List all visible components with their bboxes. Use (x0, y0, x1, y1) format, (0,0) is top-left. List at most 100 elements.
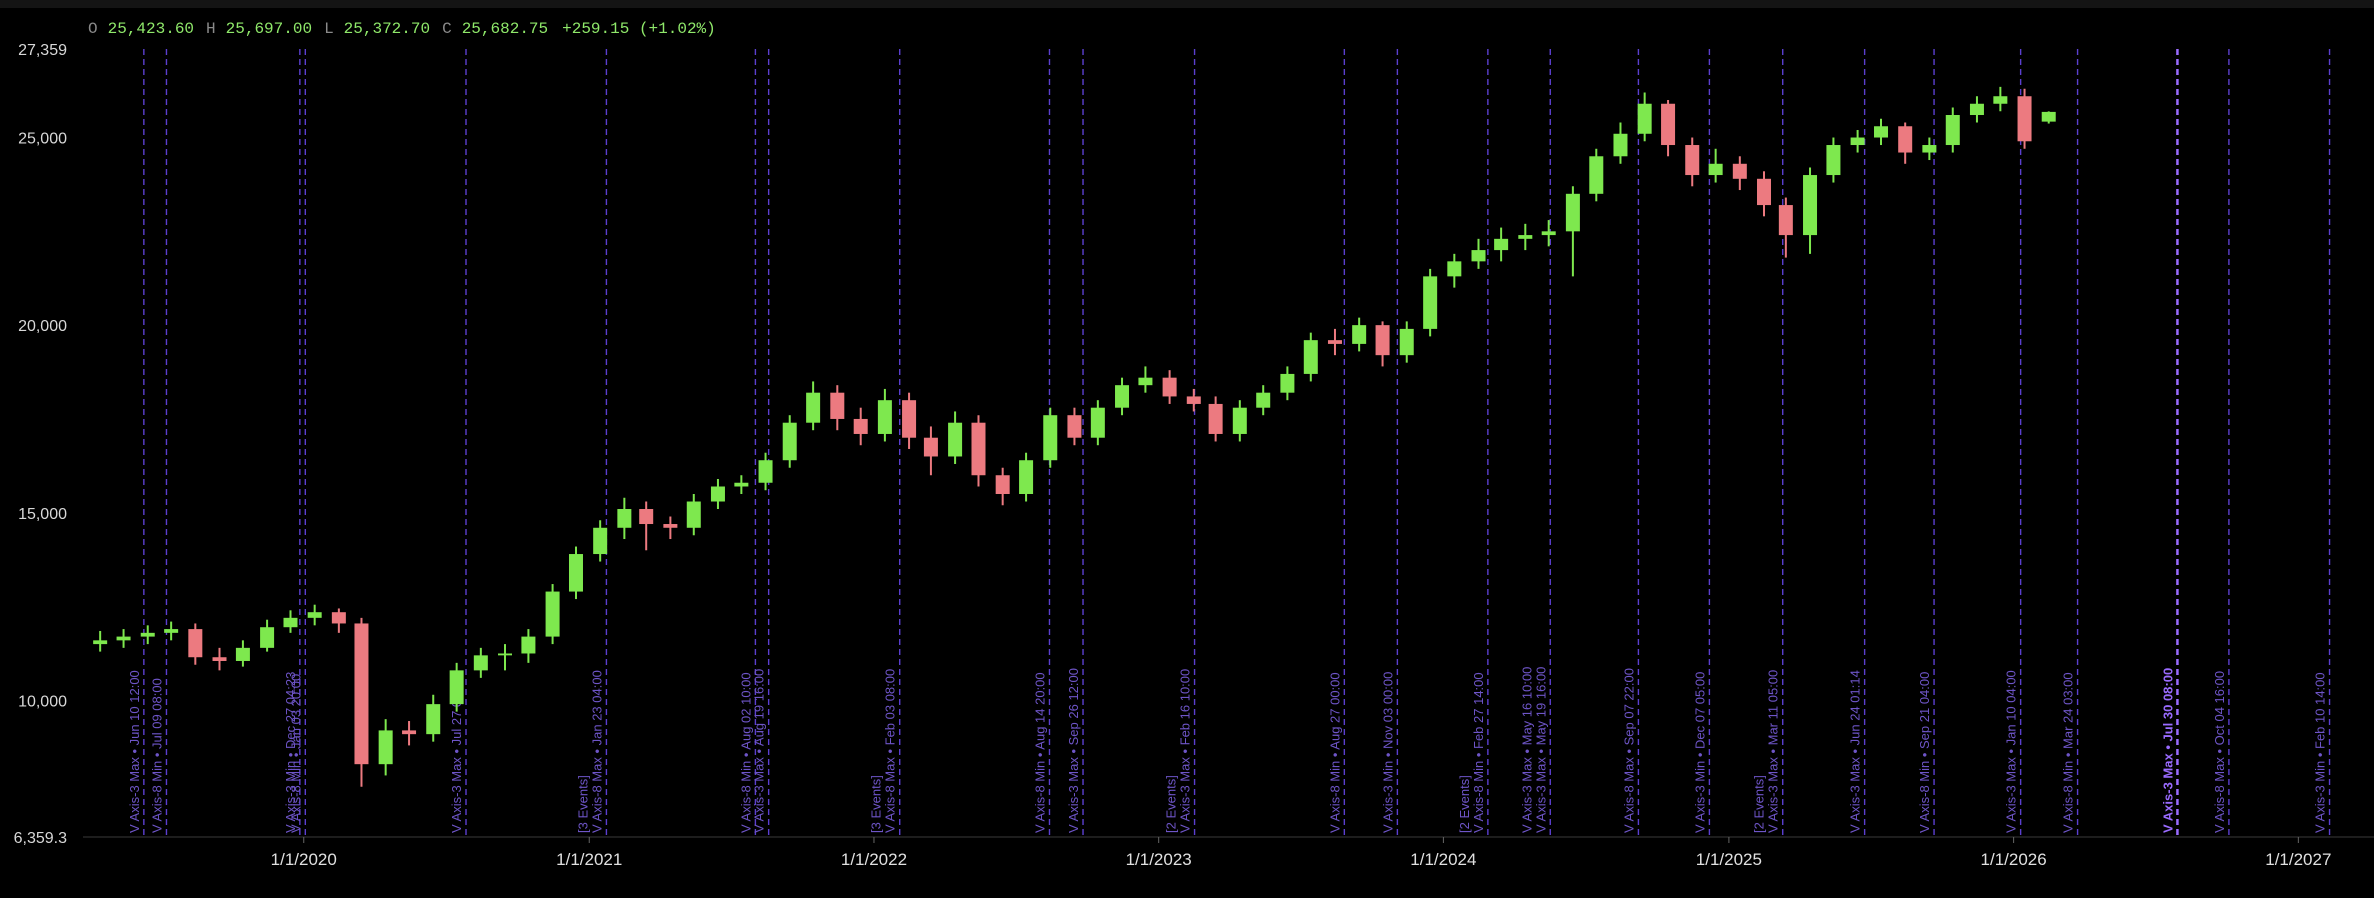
event-label: [3 Events] (869, 775, 884, 833)
candle-body (782, 422, 797, 461)
candle-body (1518, 235, 1533, 239)
candle-body (1256, 392, 1271, 408)
candle-body (830, 392, 845, 419)
candle-body (1043, 415, 1058, 461)
candle-body (473, 655, 488, 671)
event-label: V Axis-3 Max • Feb 16 10:00 (1178, 669, 1193, 833)
candle-body (331, 612, 346, 624)
candle-body (663, 524, 678, 528)
event-label: V Axis-3 Max • May 16 10:00 (1519, 667, 1534, 833)
legend-key: O (88, 20, 98, 38)
event-label: V Axis-3 Max • Jul 27 00:00 (449, 675, 464, 833)
event-label: V Axis-8 Max • Feb 03 08:00 (883, 669, 898, 833)
event-label: V Axis-3 Min • Dec 27 04:23 (283, 672, 298, 833)
candle-body (1494, 238, 1509, 251)
event-label: V Axis-3 Max • May 19 16:00 (1533, 667, 1548, 833)
candle-body (1019, 460, 1034, 495)
candle-body (1613, 133, 1628, 157)
candle-body (902, 400, 917, 438)
candle-body (1186, 396, 1201, 404)
event-label: [2 Events] (1752, 775, 1767, 833)
x-tick-label: 1/1/2025 (1696, 850, 1762, 869)
event-label: V Axis-8 Min • Feb 27 14:00 (1471, 672, 1486, 833)
x-tick-label: 1/1/2024 (1410, 850, 1476, 869)
event-label: V Axis-3 Max • Sep 26 12:00 (1066, 668, 1081, 833)
candle-body (1115, 385, 1130, 408)
event-label: [3 Events] (575, 775, 590, 833)
candle-body (639, 509, 654, 525)
candle-body (686, 501, 701, 528)
event-label: V Axis-3 Min • Nov 03 00:00 (1380, 672, 1395, 833)
candle-body (758, 460, 773, 483)
candle-body (1922, 145, 1937, 153)
candle-body (1375, 325, 1390, 356)
legend-change: +259.15 (+1.02%) (562, 20, 716, 38)
event-label: V Axis-3 Min • Feb 10 14:00 (2313, 672, 2328, 833)
candle-body (116, 636, 131, 641)
candle-body (1208, 403, 1223, 434)
candle-body (1232, 407, 1247, 434)
legend-key: C (442, 20, 452, 38)
candle-body (2017, 96, 2032, 142)
candle-body (806, 392, 821, 423)
event-label: V Axis-8 Min • Jan 03 20:00 (288, 674, 303, 833)
candle-body (877, 400, 892, 434)
legend-key: L (324, 20, 334, 38)
event-label: V Axis-8 Min • Jul 09 08:00 (149, 678, 164, 833)
y-tick-label: 6,359.3 (14, 830, 67, 847)
y-tick-label: 25,000 (18, 131, 67, 148)
event-label: V Axis-8 Min • Aug 27 00:00 (1327, 672, 1342, 833)
event-label: V Axis-8 Min • Aug 14 20:00 (1032, 672, 1047, 833)
candle-body (1969, 103, 1984, 116)
candle-body (1778, 205, 1793, 236)
candle-body (1874, 126, 1889, 138)
candle-body (971, 422, 986, 476)
candle-body (1138, 377, 1153, 386)
event-label: V Axis-3 Min • Dec 07 05:00 (1692, 672, 1707, 833)
top-strip (0, 0, 2374, 8)
candle-body (93, 640, 108, 645)
event-label: V Axis-8 Max • Sep 07 22:00 (1621, 668, 1636, 833)
candle-body (995, 475, 1010, 495)
event-label: V Axis-8 Min • Aug 02 10:00 (738, 672, 753, 833)
candle-body (283, 617, 298, 628)
candle-body (449, 670, 464, 705)
candle-body (1637, 103, 1652, 134)
candle-body (235, 647, 250, 661)
candle-body (1471, 250, 1486, 262)
candle-body (1826, 145, 1841, 176)
x-tick-label: 1/1/2023 (1126, 850, 1192, 869)
candle-body (1280, 373, 1295, 393)
legend-value: 25,697.00 (226, 20, 312, 38)
event-label: V Axis-3 Max • Jun 24 01:14 (1848, 670, 1863, 833)
candle-body (260, 627, 275, 648)
candle-body (1447, 261, 1462, 277)
candle-body (1399, 328, 1414, 356)
candle-body (1993, 96, 2008, 104)
candle-body (1685, 145, 1700, 176)
candle-body (1162, 377, 1177, 397)
x-tick-label: 1/1/2021 (556, 850, 622, 869)
candle-body (1803, 175, 1818, 236)
candle-body (1067, 415, 1082, 438)
candle-body (545, 591, 560, 637)
y-tick-label: 27,359 (18, 42, 67, 59)
event-label: V Axis-8 Min • Mar 24 03:00 (2061, 672, 2076, 833)
candle-body (378, 730, 393, 765)
candle-body (498, 653, 513, 656)
candle-body (426, 704, 441, 735)
event-label: V Axis-8 Min • Sep 21 04:00 (1917, 672, 1932, 833)
candle-body (1541, 231, 1556, 236)
candle-body (1757, 178, 1772, 206)
candle-body (1090, 407, 1105, 438)
legend-value: 25,423.60 (108, 20, 194, 38)
candle-body (1708, 163, 1723, 176)
event-label: V Axis-3 Max • Jun 10 12:00 (127, 670, 142, 833)
candle-body (212, 657, 227, 661)
candle-body (1945, 115, 1960, 146)
x-tick-label: 1/1/2027 (2265, 850, 2331, 869)
x-tick-label: 1/1/2026 (1981, 850, 2047, 869)
